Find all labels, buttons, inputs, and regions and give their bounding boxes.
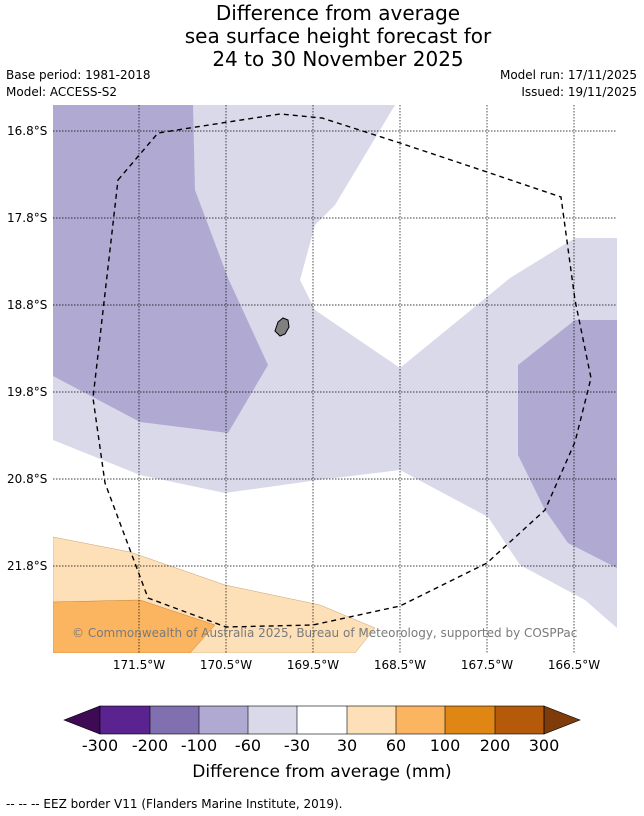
lon-label: 171.5°W: [112, 658, 166, 672]
colorbar-tick-label: -30: [283, 736, 311, 755]
niue-island-landmass: [274, 317, 290, 337]
chart-title: Difference from average sea surface heig…: [0, 2, 644, 71]
map-panel: [53, 105, 617, 653]
title-line-1: Difference from average: [215, 1, 461, 25]
colorbar-segment: [297, 706, 347, 734]
anomaly-region-neg100-neg60-west: [53, 105, 268, 433]
colorbar-segment: [396, 706, 445, 734]
colorbar-tick-label: -60: [234, 736, 262, 755]
colorbar-segment: [100, 706, 150, 734]
copyright-credit: © Commonwealth of Australia 2025, Bureau…: [72, 626, 578, 640]
colorbar-segment: [150, 706, 199, 734]
colorbar-segment: [248, 706, 297, 734]
lat-label: 18.8°S: [7, 298, 48, 312]
colorbar-tick-label: 300: [528, 736, 560, 755]
colorbar-dividers: [149, 706, 496, 734]
title-line-2: sea surface height forecast for: [184, 24, 492, 48]
lat-label: 16.8°S: [7, 124, 48, 138]
grid-lines: [53, 105, 617, 653]
lat-label: 19.8°S: [7, 385, 48, 399]
meta-left: Base period: 1981-2018 Model: ACCESS-S2: [6, 67, 151, 101]
lon-label: 168.5°W: [373, 658, 427, 672]
base-period-text: Base period: 1981-2018: [6, 68, 151, 82]
colorbar-extend-high: [543, 705, 581, 735]
issued-text: Issued: 19/11/2025: [521, 85, 637, 99]
colorbar-tick-label: 60: [385, 736, 407, 755]
eez-border: [92, 113, 592, 628]
lon-label: 169.5°W: [286, 658, 340, 672]
lon-label: 166.5°W: [547, 658, 601, 672]
colorbar-tick-label: -200: [131, 736, 169, 755]
colorbar-tick-label: -300: [81, 736, 119, 755]
lon-label: 170.5°W: [199, 658, 253, 672]
colorbar-frame: [99, 705, 545, 735]
anomaly-region-neg100-neg60-east: [518, 320, 617, 568]
colorbar-segment: [445, 706, 495, 734]
lat-label: 17.8°S: [7, 211, 48, 225]
colorbar-tick-label: -100: [180, 736, 218, 755]
title-line-3: 24 to 30 November 2025: [212, 47, 464, 71]
colorbar-segment: [495, 706, 544, 734]
eez-footnote: -- -- -- EEZ border V11 (Flanders Marine…: [6, 797, 343, 811]
colorbar-segment: [199, 706, 248, 734]
meta-right: Model run: 17/11/2025 Issued: 19/11/2025: [500, 67, 637, 101]
lat-label: 21.8°S: [7, 559, 48, 573]
anomaly-region-pos60-pos100: [53, 599, 216, 653]
lat-label: 20.8°S: [7, 472, 48, 486]
colorbar-title: Difference from average (mm): [192, 762, 452, 782]
colorbar-segment: [347, 706, 396, 734]
lon-label: 167.5°W: [460, 658, 514, 672]
colorbar-extend-low: [63, 705, 101, 735]
model-text: Model: ACCESS-S2: [6, 85, 118, 99]
colorbar-tick-label: 30: [336, 736, 358, 755]
model-run-text: Model run: 17/11/2025: [499, 68, 637, 82]
colorbar-tick-label: 200: [479, 736, 511, 755]
colorbar-tick-label: 100: [429, 736, 461, 755]
